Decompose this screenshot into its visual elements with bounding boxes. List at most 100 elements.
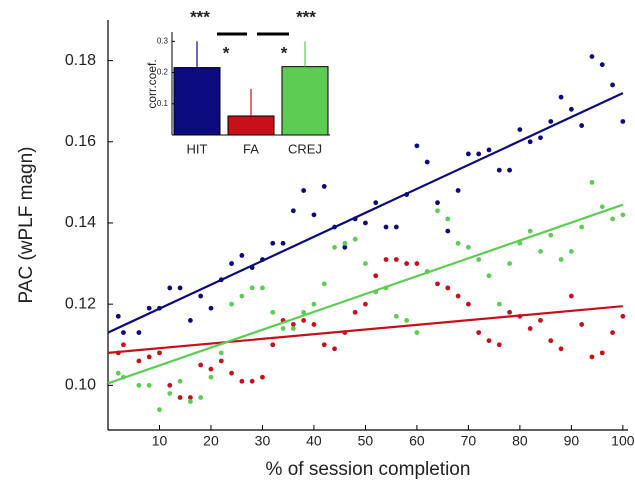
inset-y-tick-label: 0.2	[157, 68, 169, 77]
point	[342, 240, 348, 246]
significance-label: *	[223, 43, 230, 62]
point	[280, 240, 286, 246]
point	[121, 330, 126, 335]
point	[579, 224, 585, 230]
inset-y-tick-label: 0.3	[157, 36, 169, 45]
point	[558, 94, 564, 100]
y-tick-label: 0.10	[65, 377, 96, 394]
y-axis-label: PAC (wPLF magn)	[16, 147, 37, 304]
point	[620, 212, 626, 218]
point	[620, 313, 626, 319]
point	[249, 378, 255, 384]
x-tick-label: 80	[512, 433, 528, 449]
point	[229, 370, 234, 376]
inset-bar	[281, 66, 329, 136]
fit-line	[107, 305, 623, 354]
point	[208, 305, 214, 311]
point	[352, 309, 358, 315]
x-tick-label: 40	[306, 433, 322, 449]
point	[167, 285, 173, 291]
point	[301, 317, 307, 323]
point	[548, 232, 554, 238]
point	[424, 159, 430, 165]
x-tick-label: 60	[409, 433, 425, 449]
point	[527, 228, 533, 234]
point	[290, 208, 296, 214]
point	[558, 346, 564, 352]
point	[486, 147, 492, 153]
point	[465, 301, 471, 307]
point	[177, 378, 183, 384]
point	[332, 346, 337, 352]
point	[455, 240, 461, 246]
fit-line	[107, 92, 624, 334]
point	[383, 224, 389, 230]
point	[517, 127, 523, 133]
inset-x-tick-label: CREJ	[288, 141, 322, 156]
point	[260, 285, 265, 291]
point	[146, 305, 152, 311]
point	[311, 301, 317, 307]
point	[404, 261, 410, 266]
point	[198, 395, 204, 400]
point	[393, 224, 399, 230]
point	[352, 236, 358, 242]
point	[167, 391, 173, 396]
point	[218, 350, 224, 356]
point	[136, 358, 142, 364]
point	[558, 257, 564, 262]
point	[610, 330, 615, 335]
point	[187, 399, 193, 404]
point	[527, 326, 533, 331]
point	[507, 309, 512, 315]
x-tick-label: 90	[564, 433, 580, 449]
point	[321, 184, 327, 189]
point	[115, 313, 121, 319]
point	[527, 139, 533, 145]
point	[455, 293, 461, 299]
point	[455, 188, 461, 193]
point	[208, 366, 214, 372]
inset-x-tick-label: HIT	[187, 141, 208, 156]
point	[476, 330, 482, 335]
y-tick-label: 0.12	[65, 295, 96, 312]
point	[476, 257, 482, 262]
point	[435, 208, 440, 214]
point	[599, 350, 605, 356]
point	[393, 313, 399, 319]
point	[445, 216, 451, 222]
point	[435, 200, 440, 206]
point	[167, 382, 173, 388]
point	[229, 261, 234, 266]
point	[239, 378, 245, 384]
x-tick-label: 20	[203, 433, 219, 449]
significance-label: *	[281, 43, 288, 62]
point	[157, 350, 162, 356]
point	[301, 309, 307, 315]
point	[599, 62, 605, 68]
point	[146, 354, 152, 360]
point	[311, 322, 317, 327]
point	[187, 317, 193, 323]
point	[548, 119, 554, 124]
point	[332, 244, 337, 250]
significance-label: ***	[296, 7, 316, 26]
x-axis-label: % of session completion	[266, 459, 471, 480]
point	[280, 326, 286, 331]
point	[321, 281, 327, 287]
point	[414, 143, 420, 149]
point	[445, 285, 451, 291]
point	[507, 167, 512, 173]
y-tick-label: 0.16	[65, 133, 96, 150]
point	[198, 293, 204, 299]
point	[218, 358, 224, 364]
point	[599, 204, 605, 210]
point	[290, 326, 296, 331]
point	[177, 395, 183, 400]
point	[548, 338, 554, 344]
point	[538, 317, 543, 323]
point	[538, 248, 543, 254]
point	[363, 220, 368, 226]
fit-line	[107, 203, 624, 385]
